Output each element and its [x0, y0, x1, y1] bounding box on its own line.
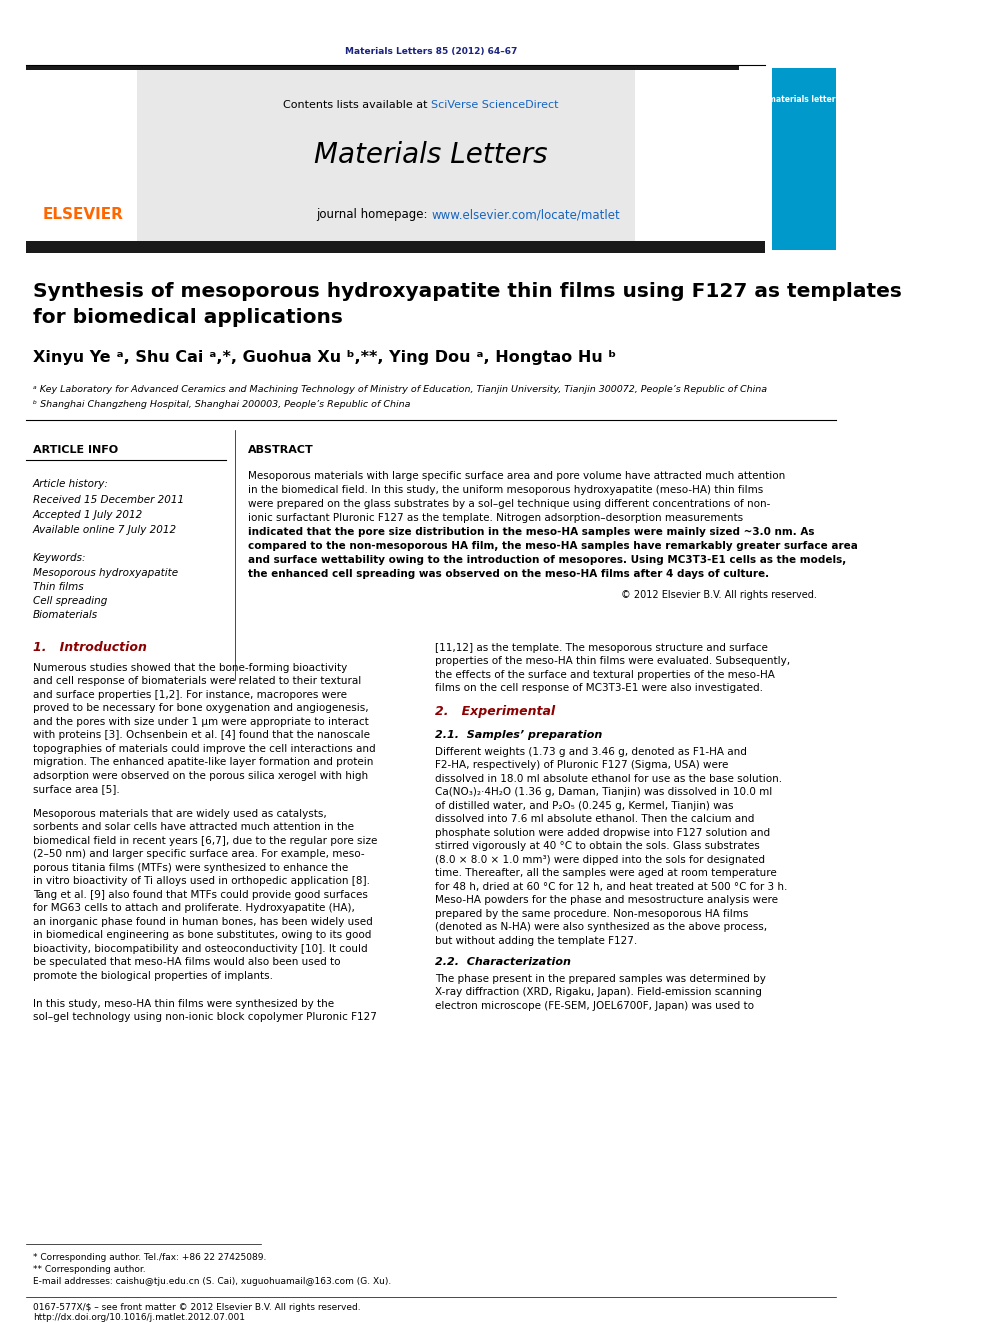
Text: in biomedical engineering as bone substitutes, owing to its good: in biomedical engineering as bone substi…	[33, 930, 371, 941]
Text: Meso-HA powders for the phase and mesostructure analysis were: Meso-HA powders for the phase and mesost…	[434, 896, 778, 905]
Text: (denoted as N-HA) were also synthesized as the above process,: (denoted as N-HA) were also synthesized …	[434, 922, 767, 931]
Text: electron microscope (FE-SEM, JOEL6700F, Japan) was used to: electron microscope (FE-SEM, JOEL6700F, …	[434, 1000, 754, 1011]
Text: ᵃ Key Laboratory for Advanced Ceramics and Machining Technology of Ministry of E: ᵃ Key Laboratory for Advanced Ceramics a…	[33, 385, 767, 394]
Text: ARTICLE INFO: ARTICLE INFO	[33, 445, 118, 455]
Text: Ca(NO₃)₂·4H₂O (1.36 g, Daman, Tianjin) was dissolved in 10.0 ml: Ca(NO₃)₂·4H₂O (1.36 g, Daman, Tianjin) w…	[434, 787, 772, 798]
Text: Mesoporous hydroxyapatite: Mesoporous hydroxyapatite	[33, 568, 179, 578]
Text: prepared by the same procedure. Non-mesoporous HA films: prepared by the same procedure. Non-meso…	[434, 909, 748, 918]
Text: for MG63 cells to attach and proliferate. Hydroxyapatite (HA),: for MG63 cells to attach and proliferate…	[33, 904, 355, 913]
Text: E-mail addresses: caishu@tju.edu.cn (S. Cai), xuguohuamail@163.com (G. Xu).: E-mail addresses: caishu@tju.edu.cn (S. …	[33, 1277, 391, 1286]
Text: topographies of materials could improve the cell interactions and: topographies of materials could improve …	[33, 744, 376, 754]
Text: for 48 h, dried at 60 °C for 12 h, and heat treated at 500 °C for 3 h.: for 48 h, dried at 60 °C for 12 h, and h…	[434, 881, 787, 892]
Bar	[137, 67, 635, 250]
Text: compared to the non-mesoporous HA film, the meso-HA samples have remarkably grea: compared to the non-mesoporous HA film, …	[248, 541, 858, 550]
Text: and surface properties [1,2]. For instance, macropores were: and surface properties [1,2]. For instan…	[33, 689, 347, 700]
Text: materials letters: materials letters	[768, 95, 840, 105]
Text: Cell spreading: Cell spreading	[33, 595, 107, 606]
Text: ABSTRACT: ABSTRACT	[248, 445, 313, 455]
Text: of distilled water, and P₂O₅ (0.245 g, Kermel, Tianjin) was: of distilled water, and P₂O₅ (0.245 g, K…	[434, 800, 733, 811]
Text: 2.   Experimental: 2. Experimental	[434, 705, 555, 718]
Text: Available online 7 July 2012: Available online 7 July 2012	[33, 525, 178, 534]
Text: Keywords:: Keywords:	[33, 553, 86, 562]
Text: Accepted 1 July 2012: Accepted 1 July 2012	[33, 509, 143, 520]
Text: porous titania films (MTFs) were synthesized to enhance the: porous titania films (MTFs) were synthes…	[33, 863, 348, 873]
Text: phosphate solution were added dropwise into F127 solution and: phosphate solution were added dropwise i…	[434, 828, 770, 837]
Text: Mesoporous materials that are widely used as catalysts,: Mesoporous materials that are widely use…	[33, 808, 326, 819]
Text: ᵇ Shanghai Changzheng Hospital, Shanghai 200003, People’s Republic of China: ᵇ Shanghai Changzheng Hospital, Shanghai…	[33, 401, 411, 409]
Text: 1.   Introduction: 1. Introduction	[33, 642, 147, 654]
Text: dissolved in 18.0 ml absolute ethanol for use as the base solution.: dissolved in 18.0 ml absolute ethanol fo…	[434, 774, 782, 783]
Text: with proteins [3]. Ochsenbein et al. [4] found that the nanoscale: with proteins [3]. Ochsenbein et al. [4]…	[33, 730, 370, 740]
Text: biomedical field in recent years [6,7], due to the regular pore size: biomedical field in recent years [6,7], …	[33, 836, 377, 845]
Text: promote the biological properties of implants.: promote the biological properties of imp…	[33, 971, 273, 980]
Text: (8.0 × 8.0 × 1.0 mm³) were dipped into the sols for designated: (8.0 × 8.0 × 1.0 mm³) were dipped into t…	[434, 855, 765, 864]
Text: Tang et al. [9] also found that MTFs could provide good surfaces: Tang et al. [9] also found that MTFs cou…	[33, 889, 368, 900]
Text: and the pores with size under 1 μm were appropriate to interact: and the pores with size under 1 μm were …	[33, 717, 369, 726]
Text: surface area [5].: surface area [5].	[33, 785, 120, 794]
Bar	[26, 66, 739, 70]
Text: SciVerse ScienceDirect: SciVerse ScienceDirect	[432, 101, 558, 110]
Text: proved to be necessary for bone oxygenation and angiogenesis,: proved to be necessary for bone oxygenat…	[33, 703, 369, 713]
Text: dissolved into 7.6 ml absolute ethanol. Then the calcium and: dissolved into 7.6 ml absolute ethanol. …	[434, 814, 754, 824]
Text: properties of the meso-HA thin films were evaluated. Subsequently,: properties of the meso-HA thin films wer…	[434, 656, 790, 667]
Text: migration. The enhanced apatite-like layer formation and protein: migration. The enhanced apatite-like lay…	[33, 757, 373, 767]
Text: ELSEVIER: ELSEVIER	[42, 208, 123, 222]
Text: 0167-577X/$ – see front matter © 2012 Elsevier B.V. All rights reserved.: 0167-577X/$ – see front matter © 2012 El…	[33, 1303, 361, 1312]
Text: The phase present in the prepared samples was determined by: The phase present in the prepared sample…	[434, 974, 766, 983]
Text: Synthesis of mesoporous hydroxyapatite thin films using F127 as templates: Synthesis of mesoporous hydroxyapatite t…	[33, 282, 902, 302]
Text: for biomedical applications: for biomedical applications	[33, 308, 343, 327]
Text: journal homepage:: journal homepage:	[316, 209, 432, 221]
Text: the enhanced cell spreading was observed on the meso-HA films after 4 days of cu: the enhanced cell spreading was observed…	[248, 569, 769, 578]
Text: 2.1.  Samples’ preparation: 2.1. Samples’ preparation	[434, 730, 602, 740]
Bar	[772, 67, 836, 250]
Text: [11,12] as the template. The mesoporous structure and surface: [11,12] as the template. The mesoporous …	[434, 643, 768, 652]
Text: the effects of the surface and textural properties of the meso-HA: the effects of the surface and textural …	[434, 669, 775, 680]
Text: © 2012 Elsevier B.V. All rights reserved.: © 2012 Elsevier B.V. All rights reserved…	[621, 590, 817, 599]
Text: Materials Letters: Materials Letters	[314, 142, 548, 169]
Text: www.elsevier.com/locate/matlet: www.elsevier.com/locate/matlet	[432, 209, 620, 221]
Text: (2–50 nm) and larger specific surface area. For example, meso-: (2–50 nm) and larger specific surface ar…	[33, 849, 365, 859]
Bar	[26, 241, 765, 253]
Text: but without adding the template F127.: but without adding the template F127.	[434, 935, 637, 946]
Text: sorbents and solar cells have attracted much attention in the: sorbents and solar cells have attracted …	[33, 822, 354, 832]
Text: ** Corresponding author.: ** Corresponding author.	[33, 1265, 146, 1274]
Text: were prepared on the glass substrates by a sol–gel technique using different con: were prepared on the glass substrates by…	[248, 499, 770, 509]
Text: Mesoporous materials with large specific surface area and pore volume have attra: Mesoporous materials with large specific…	[248, 471, 785, 480]
Text: X-ray diffraction (XRD, Rigaku, Japan). Field-emission scanning: X-ray diffraction (XRD, Rigaku, Japan). …	[434, 987, 762, 998]
Text: Thin films: Thin films	[33, 582, 83, 591]
Text: bioactivity, biocompatibility and osteoconductivity [10]. It could: bioactivity, biocompatibility and osteoc…	[33, 943, 368, 954]
Text: F2-HA, respectively) of Pluronic F127 (Sigma, USA) were: F2-HA, respectively) of Pluronic F127 (S…	[434, 761, 728, 770]
Text: 2.2.  Characterization: 2.2. Characterization	[434, 957, 570, 967]
Text: Article history:: Article history:	[33, 479, 109, 488]
Text: Xinyu Ye ᵃ, Shu Cai ᵃ,*, Guohua Xu ᵇ,**, Ying Dou ᵃ, Hongtao Hu ᵇ: Xinyu Ye ᵃ, Shu Cai ᵃ,*, Guohua Xu ᵇ,**,…	[33, 351, 616, 365]
Text: indicated that the pore size distribution in the meso-HA samples were mainly siz: indicated that the pore size distributio…	[248, 527, 814, 537]
Text: time. Thereafter, all the samples were aged at room temperature: time. Thereafter, all the samples were a…	[434, 868, 777, 878]
Text: an inorganic phase found in human bones, has been widely used: an inorganic phase found in human bones,…	[33, 917, 373, 926]
Text: http://dx.doi.org/10.1016/j.matlet.2012.07.001: http://dx.doi.org/10.1016/j.matlet.2012.…	[33, 1312, 245, 1322]
Text: Materials Letters 85 (2012) 64–67: Materials Letters 85 (2012) 64–67	[345, 48, 518, 57]
Text: ionic surfactant Pluronic F127 as the template. Nitrogen adsorption–desorption m: ionic surfactant Pluronic F127 as the te…	[248, 513, 743, 523]
Text: and cell response of biomaterials were related to their textural: and cell response of biomaterials were r…	[33, 676, 361, 687]
Text: stirred vigorously at 40 °C to obtain the sols. Glass substrates: stirred vigorously at 40 °C to obtain th…	[434, 841, 760, 851]
Text: in vitro bioactivity of Ti alloys used in orthopedic application [8].: in vitro bioactivity of Ti alloys used i…	[33, 876, 370, 886]
Text: Biomaterials: Biomaterials	[33, 610, 98, 619]
Text: Numerous studies showed that the bone-forming bioactivity: Numerous studies showed that the bone-fo…	[33, 663, 347, 672]
Text: Contents lists available at: Contents lists available at	[284, 101, 432, 110]
Text: be speculated that meso-HA films would also been used to: be speculated that meso-HA films would a…	[33, 957, 340, 967]
Text: in the biomedical field. In this study, the uniform mesoporous hydroxyapatite (m: in the biomedical field. In this study, …	[248, 484, 763, 495]
Text: In this study, meso-HA thin films were synthesized by the: In this study, meso-HA thin films were s…	[33, 999, 334, 1008]
Text: Different weights (1.73 g and 3.46 g, denoted as F1-HA and: Different weights (1.73 g and 3.46 g, de…	[434, 746, 747, 757]
Text: sol–gel technology using non-ionic block copolymer Pluronic F127: sol–gel technology using non-ionic block…	[33, 1012, 377, 1021]
Text: films on the cell response of MC3T3-E1 were also investigated.: films on the cell response of MC3T3-E1 w…	[434, 683, 763, 693]
Text: * Corresponding author. Tel./fax: +86 22 27425089.: * Corresponding author. Tel./fax: +86 22…	[33, 1253, 267, 1262]
Text: adsorption were observed on the porous silica xerogel with high: adsorption were observed on the porous s…	[33, 770, 368, 781]
Text: and surface wettability owing to the introduction of mesopores. Using MC3T3-E1 c: and surface wettability owing to the int…	[248, 554, 846, 565]
Text: Received 15 December 2011: Received 15 December 2011	[33, 495, 185, 505]
